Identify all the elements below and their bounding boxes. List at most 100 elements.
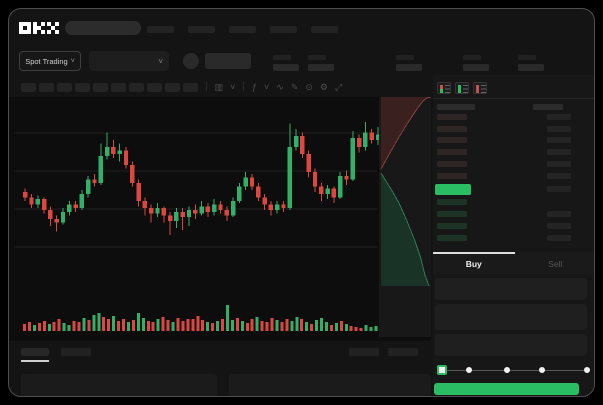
price-placeholder <box>437 235 467 241</box>
tab-sell[interactable]: Sell <box>548 259 563 269</box>
bottom-tab[interactable] <box>61 348 91 356</box>
amount-placeholder <box>547 211 571 217</box>
tab-buy[interactable]: Buy <box>433 252 515 274</box>
screenshot-icon[interactable]: ⊙ <box>305 82 313 92</box>
orderbook-layout-bids-icon[interactable] <box>455 82 469 94</box>
nav-item-placeholder[interactable] <box>229 26 256 33</box>
orderbook-last-price-row <box>433 184 594 196</box>
orderbook-bid-row[interactable] <box>433 235 594 243</box>
bottom-tools-placeholder[interactable] <box>388 348 418 356</box>
price-placeholder <box>437 211 467 217</box>
chevron-down-icon: ˅ <box>158 56 163 66</box>
orderbook-cell-placeholder <box>547 186 571 192</box>
amount-placeholder <box>547 149 571 156</box>
last-price-highlight[interactable] <box>435 184 471 195</box>
stat-value-placeholder <box>308 64 334 71</box>
amount-slider-track[interactable] <box>441 370 589 371</box>
stat-value-placeholder <box>463 64 489 71</box>
total-input-placeholder[interactable] <box>435 334 587 356</box>
bottom-tab-active[interactable] <box>21 348 49 356</box>
indicators-icon[interactable]: ƒ <box>252 82 258 92</box>
orderbook-bid-row[interactable] <box>433 211 594 219</box>
slider-stop[interactable] <box>466 367 472 373</box>
bottom-tools-placeholder[interactable] <box>349 348 379 356</box>
ticker-stat-placeholder <box>463 55 489 71</box>
stat-value-placeholder <box>518 64 544 71</box>
timeframe-button-placeholder[interactable] <box>39 83 54 92</box>
candle-type-icon[interactable]: ▥ <box>214 82 224 92</box>
timeframe-button-placeholder[interactable] <box>147 83 162 92</box>
trading-pair-selector[interactable]: ˅ <box>89 51 169 71</box>
fullscreen-icon[interactable]: ⤢ <box>335 82 343 92</box>
pair-name-placeholder <box>205 53 251 69</box>
price-placeholder <box>437 199 467 205</box>
orderbook-layout-switcher <box>437 82 487 94</box>
timeframe-button-placeholder[interactable] <box>21 83 36 92</box>
orderbook-ask-row[interactable] <box>433 114 594 122</box>
timeframe-button-placeholder[interactable] <box>129 83 144 92</box>
price-placeholder <box>437 160 467 167</box>
chevron-down-icon: ˅ <box>70 57 75 65</box>
search-input[interactable] <box>65 21 141 35</box>
ticker-stats <box>9 47 594 75</box>
orderbook-ask-row[interactable] <box>433 160 594 169</box>
nav-item-placeholder[interactable] <box>147 26 174 33</box>
price-placeholder <box>437 125 467 132</box>
top-nav <box>147 26 338 33</box>
amount-placeholder <box>547 137 571 144</box>
timeframe-button-placeholder[interactable] <box>75 83 90 92</box>
chart-settings-icon[interactable]: ⚙ <box>319 82 328 92</box>
divider <box>433 98 594 99</box>
orderbook-bid-row[interactable] <box>433 223 594 231</box>
amount-placeholder <box>547 160 571 167</box>
price-placeholder <box>437 223 467 229</box>
order-side-tabs: Buy Sell <box>433 252 594 274</box>
timeframe-button-placeholder[interactable] <box>57 83 72 92</box>
buy-submit-button[interactable] <box>434 383 579 395</box>
timeframe-button-placeholder[interactable] <box>111 83 126 92</box>
market-type-label: Spot Trading <box>25 56 68 66</box>
amount-placeholder <box>547 172 571 179</box>
amount-input-placeholder[interactable] <box>435 304 587 330</box>
order-panel: Buy Sell <box>433 75 594 396</box>
price-input-placeholder[interactable] <box>435 278 587 300</box>
orderbook-layout-asks-icon[interactable] <box>473 82 487 94</box>
draw-tool-icon[interactable]: ✎ <box>290 82 299 92</box>
nav-item-placeholder[interactable] <box>270 26 297 33</box>
slider-stop[interactable] <box>504 367 510 373</box>
chevron-down-icon[interactable]: ˅ <box>230 82 236 92</box>
coin-icon <box>183 53 199 69</box>
timeframe-button-placeholder[interactable] <box>165 83 180 92</box>
bottom-panel-placeholder <box>21 374 217 396</box>
timeframe-button-placeholder[interactable] <box>183 83 198 92</box>
amount-slider-handle[interactable] <box>437 365 447 375</box>
nav-item-placeholder[interactable] <box>311 26 338 33</box>
chart-toolbar: | ▥ ˅ | ƒ ˅ ∿ ✎ ⊙ ⚙ ⤢ <box>205 80 342 94</box>
price-placeholder <box>437 172 467 179</box>
toolbar-divider: | <box>205 81 208 92</box>
toolbar-divider: | <box>242 81 245 92</box>
orderbook-ask-row[interactable] <box>433 172 594 181</box>
slider-stop[interactable] <box>584 367 590 373</box>
orderbook-layout-combined-icon[interactable] <box>437 82 451 94</box>
timeframe-buttons[interactable] <box>21 83 198 92</box>
bottom-panel-placeholder <box>229 374 431 396</box>
orderbook-bid-row[interactable] <box>433 199 594 207</box>
orderbook-ask-row[interactable] <box>433 149 594 157</box>
line-tool-icon[interactable]: ∿ <box>276 82 284 92</box>
price-chart[interactable] <box>9 97 431 341</box>
stat-value-placeholder <box>273 64 299 71</box>
amount-placeholder <box>547 125 571 132</box>
ticker-stat-placeholder <box>308 55 334 71</box>
ticker-stat-placeholder <box>518 55 544 71</box>
slider-stop[interactable] <box>539 367 545 373</box>
okx-app-window: Spot Trading ˅ ˅ | ▥ ˅ | ƒ ˅ ∿ ✎ ⊙ ⚙ ⤢ <box>8 8 595 397</box>
chevron-down-icon[interactable]: ˅ <box>264 82 270 92</box>
orderbook-ask-row[interactable] <box>433 137 594 145</box>
orderbook-ask-row[interactable] <box>433 125 594 134</box>
nav-item-placeholder[interactable] <box>188 26 215 33</box>
timeframe-button-placeholder[interactable] <box>93 83 108 92</box>
ticker-stat-placeholder <box>273 55 299 71</box>
market-type-selector[interactable]: Spot Trading ˅ <box>19 51 81 71</box>
